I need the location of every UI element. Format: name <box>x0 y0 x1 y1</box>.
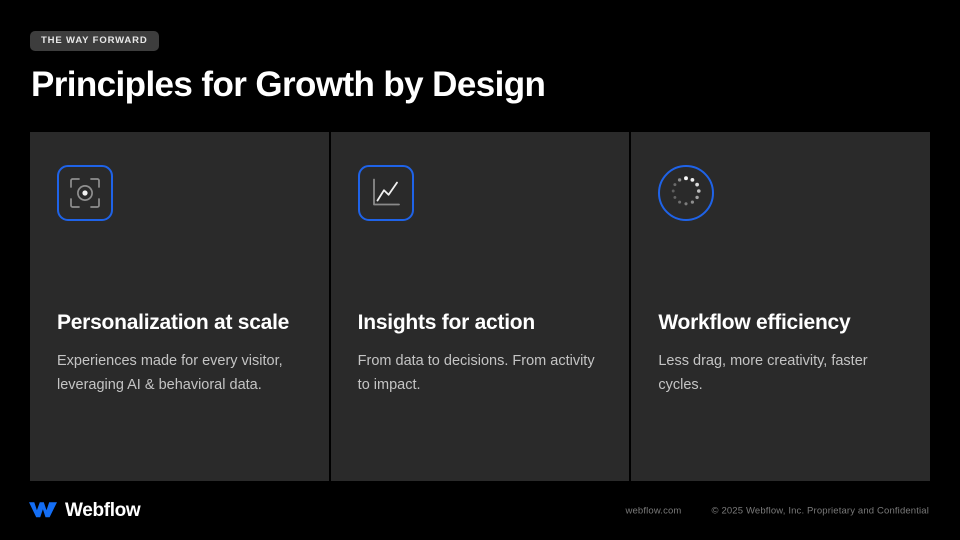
card-body: Less drag, more creativity, faster cycle… <box>658 353 868 393</box>
footer: Webflow webflow.com © 2025 Webflow, Inc.… <box>0 481 960 540</box>
card-personalization: Personalization at scale Experiences mad… <box>30 132 329 481</box>
card-body: Experiences made for every visitor, leve… <box>57 353 283 393</box>
card-body: From data to decisions. From activity to… <box>357 353 595 393</box>
card-heading: Insights for action <box>357 311 536 334</box>
page-title: Principles for Growth by Design <box>31 65 546 104</box>
line-chart-icon <box>357 165 414 221</box>
webflow-logo: Webflow <box>29 499 141 523</box>
webflow-logo-text: Webflow <box>65 500 141 521</box>
webflow-site-link[interactable]: webflow.com <box>625 505 682 516</box>
eyebrow-badge: THE WAY FORWARD <box>30 31 159 51</box>
principles-panel: Personalization at scale Experiences mad… <box>30 132 931 481</box>
card-heading: Personalization at scale <box>57 311 290 334</box>
webflow-logo-icon <box>29 499 57 523</box>
card-insights: Insights for action From data to decisio… <box>330 132 630 481</box>
card-workflow: Workflow efficiency Less drag, more crea… <box>631 132 931 481</box>
focus-target-icon <box>57 165 113 221</box>
spinner-dots-icon <box>658 165 715 221</box>
footer-meta: webflow.com © 2025 Webflow, Inc. Proprie… <box>625 505 929 516</box>
card-heading: Workflow efficiency <box>658 311 851 334</box>
copyright-text: © 2025 Webflow, Inc. Proprietary and Con… <box>711 505 929 516</box>
